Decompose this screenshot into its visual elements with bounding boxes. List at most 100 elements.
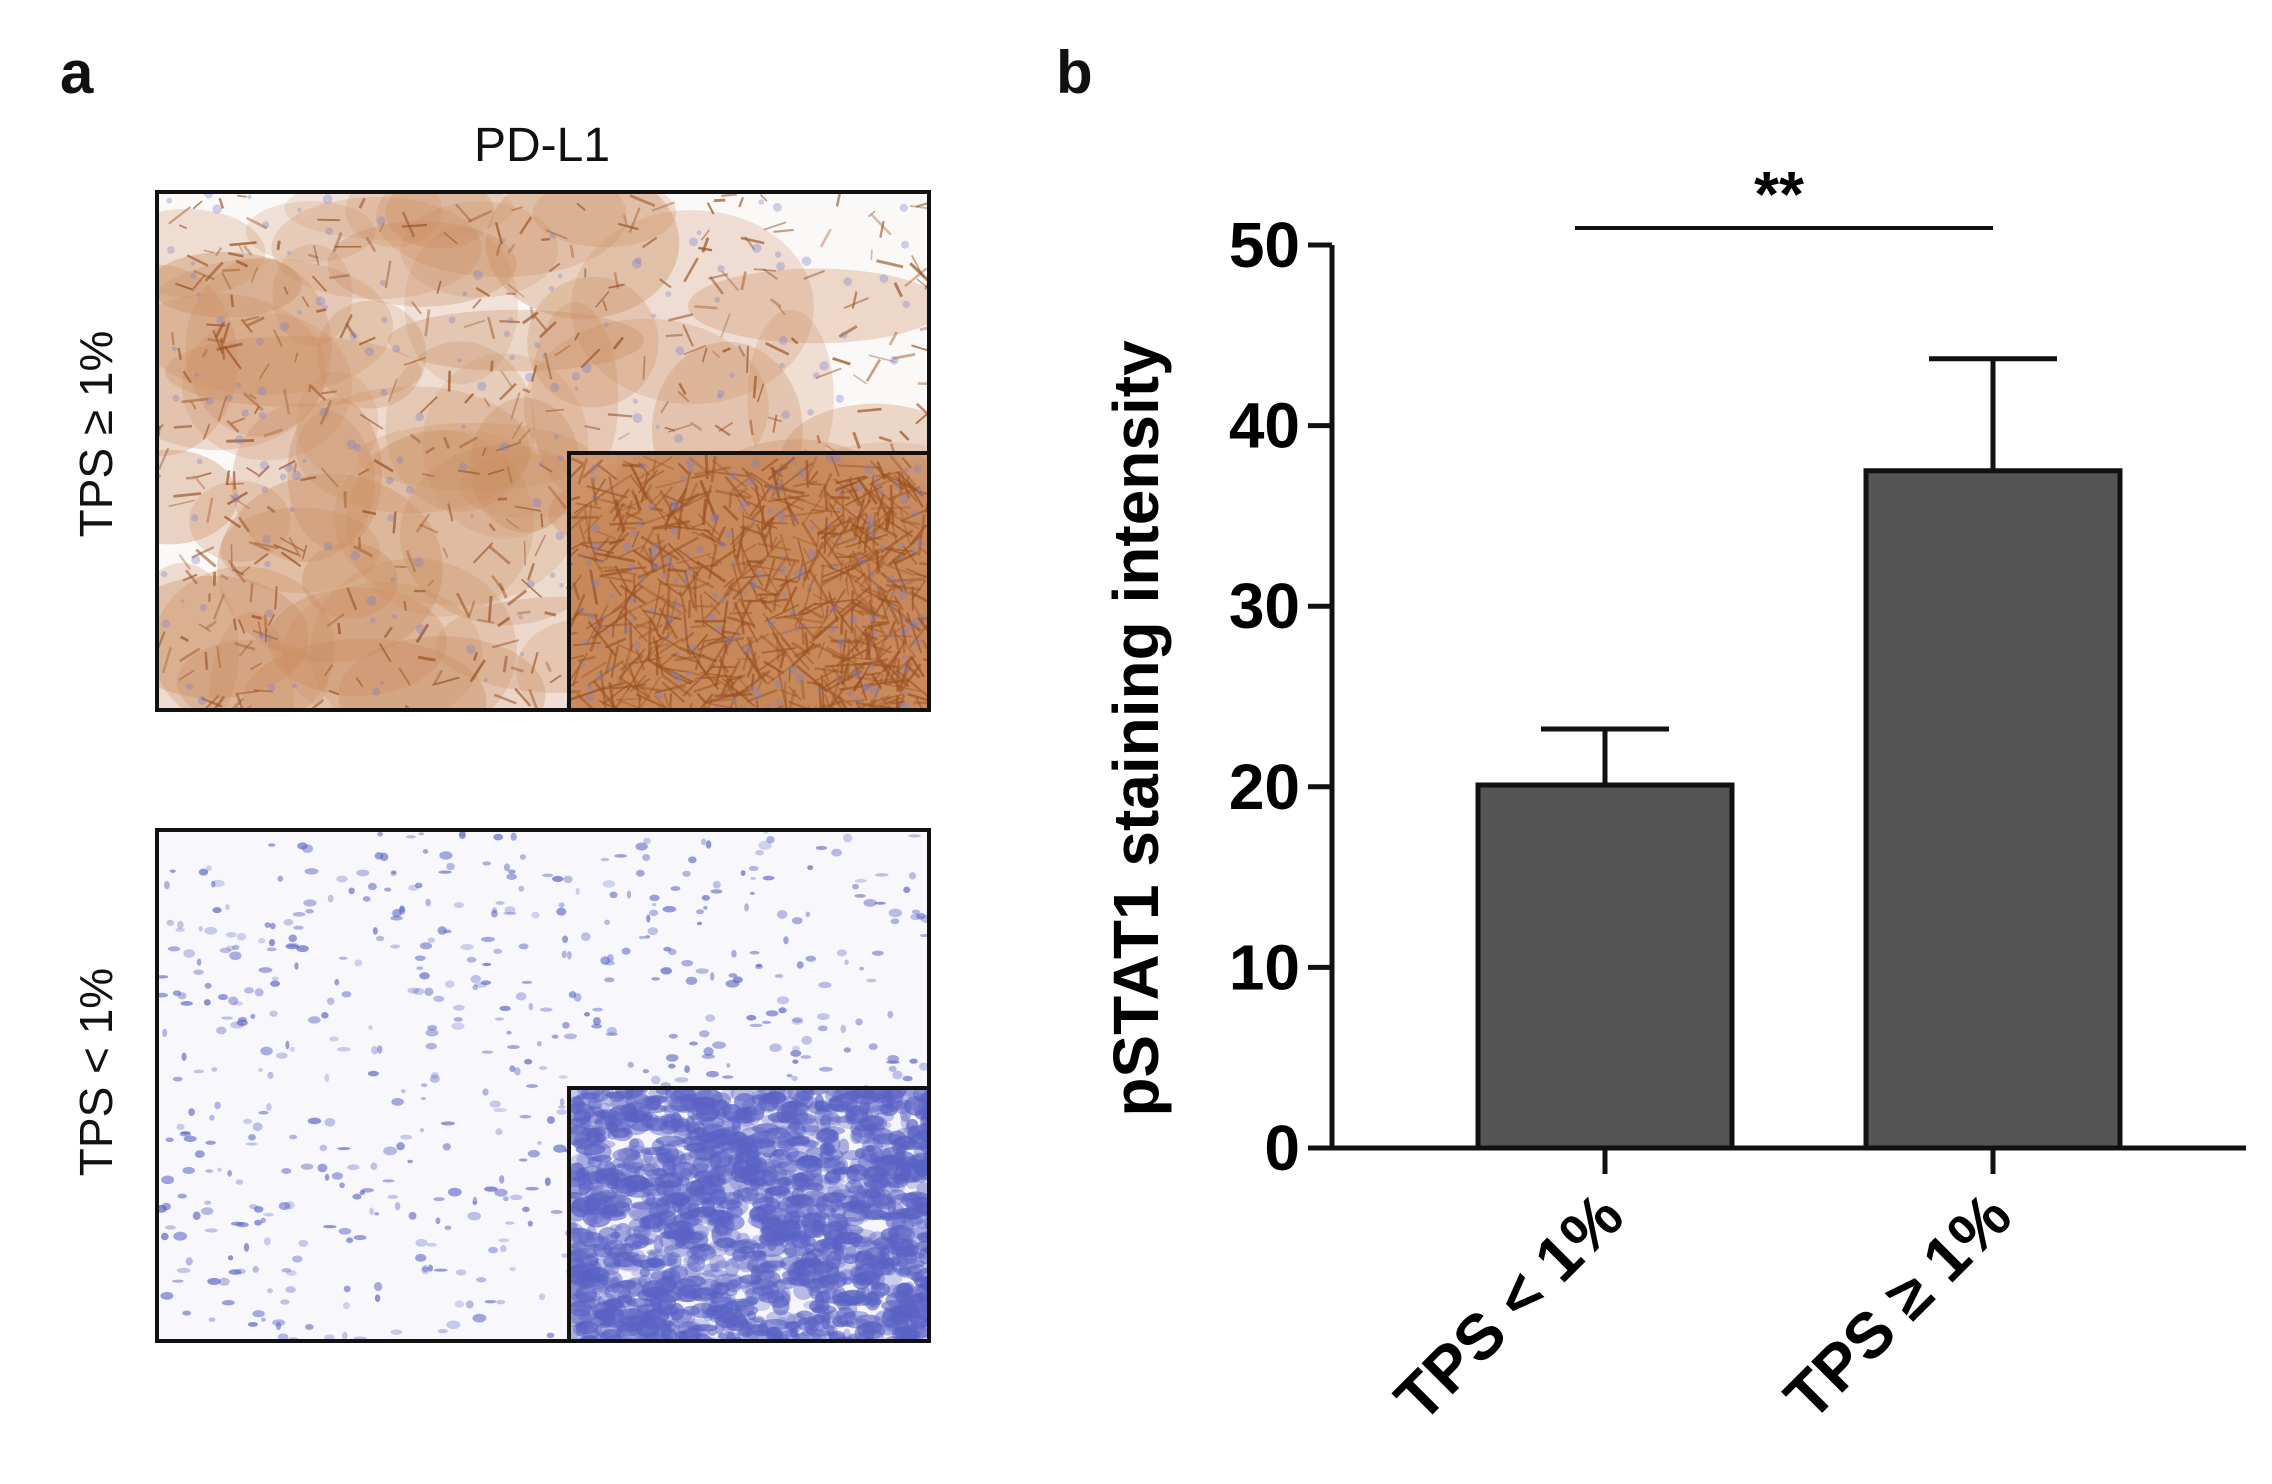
nucleus	[196, 958, 202, 966]
nucleus	[350, 551, 360, 561]
membrane-stain	[680, 631, 695, 644]
membrane-stain	[679, 709, 683, 712]
nucleus	[546, 1332, 555, 1339]
nucleus	[184, 707, 188, 708]
membrane-stain	[328, 689, 340, 696]
nucleus	[571, 1119, 579, 1135]
nucleus	[655, 1144, 680, 1163]
nucleus	[594, 1116, 619, 1125]
membrane-stain	[510, 666, 524, 673]
nucleus	[630, 1121, 654, 1132]
membrane-stain	[507, 243, 516, 254]
nucleus	[787, 1113, 816, 1126]
nucleus	[204, 194, 214, 199]
nucleus	[234, 1268, 246, 1275]
nucleus	[878, 1169, 903, 1189]
membrane-stain	[721, 630, 741, 636]
membrane-stain	[608, 283, 625, 289]
nucleus	[605, 1032, 618, 1036]
membrane-stain	[676, 552, 712, 565]
membrane-stain	[653, 637, 684, 658]
nucleus	[252, 1122, 263, 1132]
nucleus	[374, 1212, 380, 1216]
nucleus	[789, 1158, 805, 1166]
nucleus	[264, 560, 271, 568]
membrane-stain	[860, 666, 888, 695]
membrane-stain	[658, 607, 679, 640]
nucleus	[899, 1106, 912, 1122]
nucleus	[758, 1137, 776, 1147]
membrane-stain	[324, 664, 334, 676]
membrane-stain	[580, 348, 601, 369]
membrane-stain	[554, 344, 571, 357]
tissue-blob	[400, 201, 559, 298]
nucleus	[917, 1232, 927, 1243]
tissue-blob	[272, 243, 353, 347]
nucleus	[715, 1133, 746, 1148]
nucleus	[786, 1073, 793, 1078]
nucleus	[788, 1275, 809, 1287]
membrane-stain	[311, 275, 327, 292]
membrane-stain	[640, 508, 684, 526]
nucleus	[592, 1017, 601, 1026]
membrane-stain	[760, 483, 768, 502]
membrane-stain	[587, 620, 617, 657]
nucleus	[791, 1091, 814, 1111]
nucleus	[816, 1013, 830, 1021]
membrane-stain	[652, 581, 662, 619]
nucleus	[707, 1329, 717, 1336]
nucleus	[614, 854, 628, 858]
nucleus	[654, 1173, 683, 1189]
membrane-stain	[276, 240, 281, 251]
nucleus	[869, 530, 877, 538]
membrane-stain	[757, 560, 780, 594]
nucleus	[341, 991, 352, 998]
nucleus	[851, 1237, 861, 1248]
nucleus	[800, 1278, 832, 1289]
membrane-stain	[847, 604, 865, 617]
membrane-stain	[818, 472, 833, 498]
nucleus	[718, 541, 726, 549]
membrane-stain	[258, 363, 270, 380]
membrane-stain	[683, 257, 699, 283]
tissue-blob	[571, 455, 785, 631]
membrane-stain	[760, 457, 779, 472]
nucleus	[553, 434, 559, 440]
nucleus	[160, 1291, 174, 1300]
nucleus	[596, 625, 601, 630]
nucleus	[192, 1211, 201, 1221]
nucleus	[878, 1146, 905, 1165]
nucleus	[682, 577, 690, 585]
tissue-blob	[159, 264, 238, 457]
nucleus	[837, 1292, 851, 1302]
nucleus	[504, 906, 516, 914]
nucleus	[667, 1252, 682, 1270]
membrane-stain	[339, 313, 353, 339]
nucleus	[684, 551, 690, 556]
membrane-stain	[769, 536, 779, 549]
membrane-stain	[365, 236, 377, 253]
membrane-stain	[877, 597, 898, 604]
nucleus	[236, 932, 247, 941]
membrane-stain	[891, 521, 898, 543]
nucleus	[414, 882, 423, 889]
nucleus	[851, 669, 862, 679]
membrane-stain	[919, 547, 927, 555]
membrane-stain	[492, 639, 519, 649]
membrane-stain	[221, 322, 231, 344]
nucleus	[874, 901, 886, 905]
membrane-stain	[740, 599, 753, 620]
membrane-stain	[602, 300, 608, 311]
nucleus	[795, 673, 805, 683]
nucleus	[617, 1323, 643, 1337]
nucleus	[642, 854, 651, 862]
nucleus	[915, 1218, 927, 1230]
membrane-stain	[235, 259, 249, 268]
nucleus	[576, 1320, 603, 1339]
nucleus	[829, 1330, 846, 1339]
membrane-stain	[214, 321, 226, 339]
membrane-stain	[548, 262, 561, 273]
membrane-stain	[221, 272, 232, 290]
membrane-stain	[689, 421, 703, 432]
tissue-blob	[470, 397, 581, 533]
